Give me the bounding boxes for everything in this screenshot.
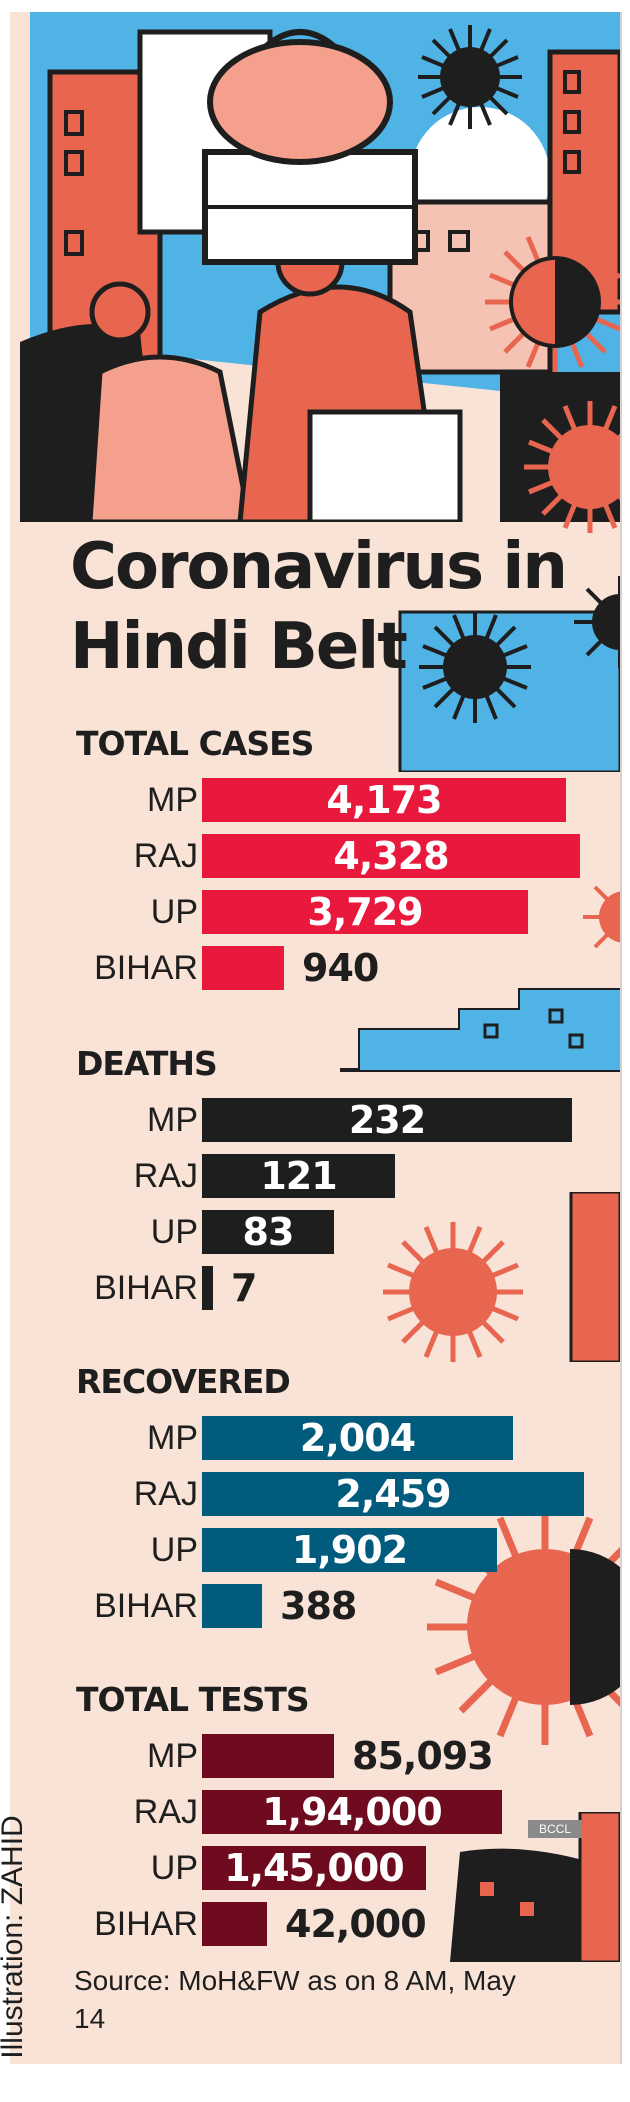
coronavirus-icon bbox=[427, 1509, 620, 1745]
bar-raj bbox=[202, 1472, 584, 1516]
value-label: 121 bbox=[260, 1154, 337, 1198]
bar-row-bihar: BIHAR 940 bbox=[10, 944, 620, 992]
bar-mp bbox=[202, 1734, 334, 1778]
value-label: 83 bbox=[242, 1210, 295, 1254]
value-label: 42,000 bbox=[285, 1902, 427, 1946]
row-label: UP bbox=[150, 1531, 198, 1569]
bar-row-mp: MP 232 bbox=[10, 1096, 620, 1144]
value-label: 4,328 bbox=[333, 834, 449, 878]
bar-row-mp: MP 4,173 bbox=[10, 776, 620, 824]
row-label: RAJ bbox=[133, 1157, 198, 1195]
bar-row-bihar: BIHAR 7 bbox=[10, 1264, 620, 1312]
bar-raj bbox=[202, 1790, 502, 1834]
building-icon bbox=[569, 1192, 620, 1362]
row-label: MP bbox=[147, 781, 198, 819]
bar-mp bbox=[202, 1098, 572, 1142]
value-label: 388 bbox=[280, 1584, 357, 1628]
value-label: 85,093 bbox=[352, 1734, 494, 1778]
coronavirus-icon bbox=[383, 1222, 523, 1362]
bar-up bbox=[202, 1528, 497, 1572]
coronavirus-icon bbox=[574, 576, 620, 668]
value-label: 2,459 bbox=[335, 1472, 451, 1516]
row-label: BIHAR bbox=[94, 1269, 198, 1307]
migrant-workers-illustration bbox=[10, 12, 620, 522]
coronavirus-icon bbox=[418, 25, 522, 129]
source-note: Source: MoH&FW as on 8 AM, May 14 bbox=[74, 1965, 516, 2034]
row-label: MP bbox=[147, 1419, 198, 1457]
section-title-total-tests: TOTAL TESTS bbox=[76, 1680, 310, 1719]
bar-up bbox=[202, 1210, 334, 1254]
illustration-credit: Illustration: ZAHID bbox=[0, 1815, 29, 2059]
row-label: UP bbox=[150, 893, 198, 931]
coronavirus-icon bbox=[485, 232, 620, 372]
page-title: Coronavirus in Hindi Belt bbox=[70, 530, 568, 684]
value-label: 7 bbox=[231, 1266, 257, 1310]
value-label: 940 bbox=[302, 946, 379, 990]
bar-row-up: UP 83 bbox=[10, 1208, 620, 1256]
coronavirus-icon bbox=[583, 885, 620, 949]
section-title-deaths: DEATHS bbox=[76, 1044, 218, 1083]
bar-row-mp: MP 2,004 bbox=[10, 1414, 620, 1462]
bar-row-raj: RAJ 121 bbox=[10, 1152, 620, 1200]
row-label: MP bbox=[147, 1737, 198, 1775]
bar-raj bbox=[202, 834, 580, 878]
section-title-total-cases: TOTAL CASES bbox=[76, 724, 314, 763]
value-label: 1,45,000 bbox=[224, 1846, 405, 1890]
row-label: RAJ bbox=[133, 1793, 198, 1831]
row-label: RAJ bbox=[133, 1475, 198, 1513]
row-label: BIHAR bbox=[94, 1587, 198, 1625]
value-label: 1,94,000 bbox=[262, 1790, 443, 1834]
watermark: BCCL bbox=[528, 1820, 582, 1838]
bar-row-up: UP 1,45,000 bbox=[10, 1844, 620, 1892]
bar-bihar bbox=[202, 1902, 267, 1946]
value-label: 3,729 bbox=[307, 890, 423, 934]
building-icon bbox=[450, 1812, 620, 1962]
building-icon bbox=[340, 988, 620, 1072]
bar-row-bihar: BIHAR 388 bbox=[10, 1582, 620, 1630]
row-label: RAJ bbox=[133, 837, 198, 875]
row-label: BIHAR bbox=[94, 949, 198, 987]
bar-up bbox=[202, 1846, 426, 1890]
bar-mp bbox=[202, 778, 566, 822]
infographic: Coronavirus in Hindi Belt TOTAL CASES MP… bbox=[10, 12, 622, 2064]
row-label: UP bbox=[150, 1213, 198, 1251]
bar-row-bihar: BIHAR 42,000 bbox=[10, 1900, 620, 1948]
bar-row-up: UP 3,729 bbox=[10, 888, 620, 936]
bar-bihar bbox=[202, 1266, 213, 1310]
bar-mp bbox=[202, 1416, 513, 1460]
value-label: 2,004 bbox=[299, 1416, 416, 1460]
row-label: BIHAR bbox=[94, 1905, 198, 1943]
bar-raj bbox=[202, 1154, 395, 1198]
row-label: MP bbox=[147, 1101, 198, 1139]
bar-up bbox=[202, 890, 528, 934]
bar-row-raj: RAJ 1,94,000 bbox=[10, 1788, 620, 1836]
bar-row-mp: MP 85,093 bbox=[10, 1732, 620, 1780]
bar-row-raj: RAJ 4,328 bbox=[10, 832, 620, 880]
bar-row-raj: RAJ 2,459 bbox=[10, 1470, 620, 1518]
bar-row-up: UP 1,902 bbox=[10, 1526, 620, 1574]
row-label: UP bbox=[150, 1849, 198, 1887]
value-label: 1,902 bbox=[291, 1528, 408, 1572]
bar-bihar bbox=[202, 946, 284, 990]
value-label: 4,173 bbox=[326, 778, 442, 822]
section-title-recovered: RECOVERED bbox=[76, 1362, 291, 1401]
building-icon bbox=[398, 610, 620, 772]
bar-bihar bbox=[202, 1584, 262, 1628]
value-label: 232 bbox=[348, 1098, 426, 1142]
coronavirus-icon bbox=[524, 401, 620, 533]
coronavirus-icon bbox=[419, 611, 531, 723]
